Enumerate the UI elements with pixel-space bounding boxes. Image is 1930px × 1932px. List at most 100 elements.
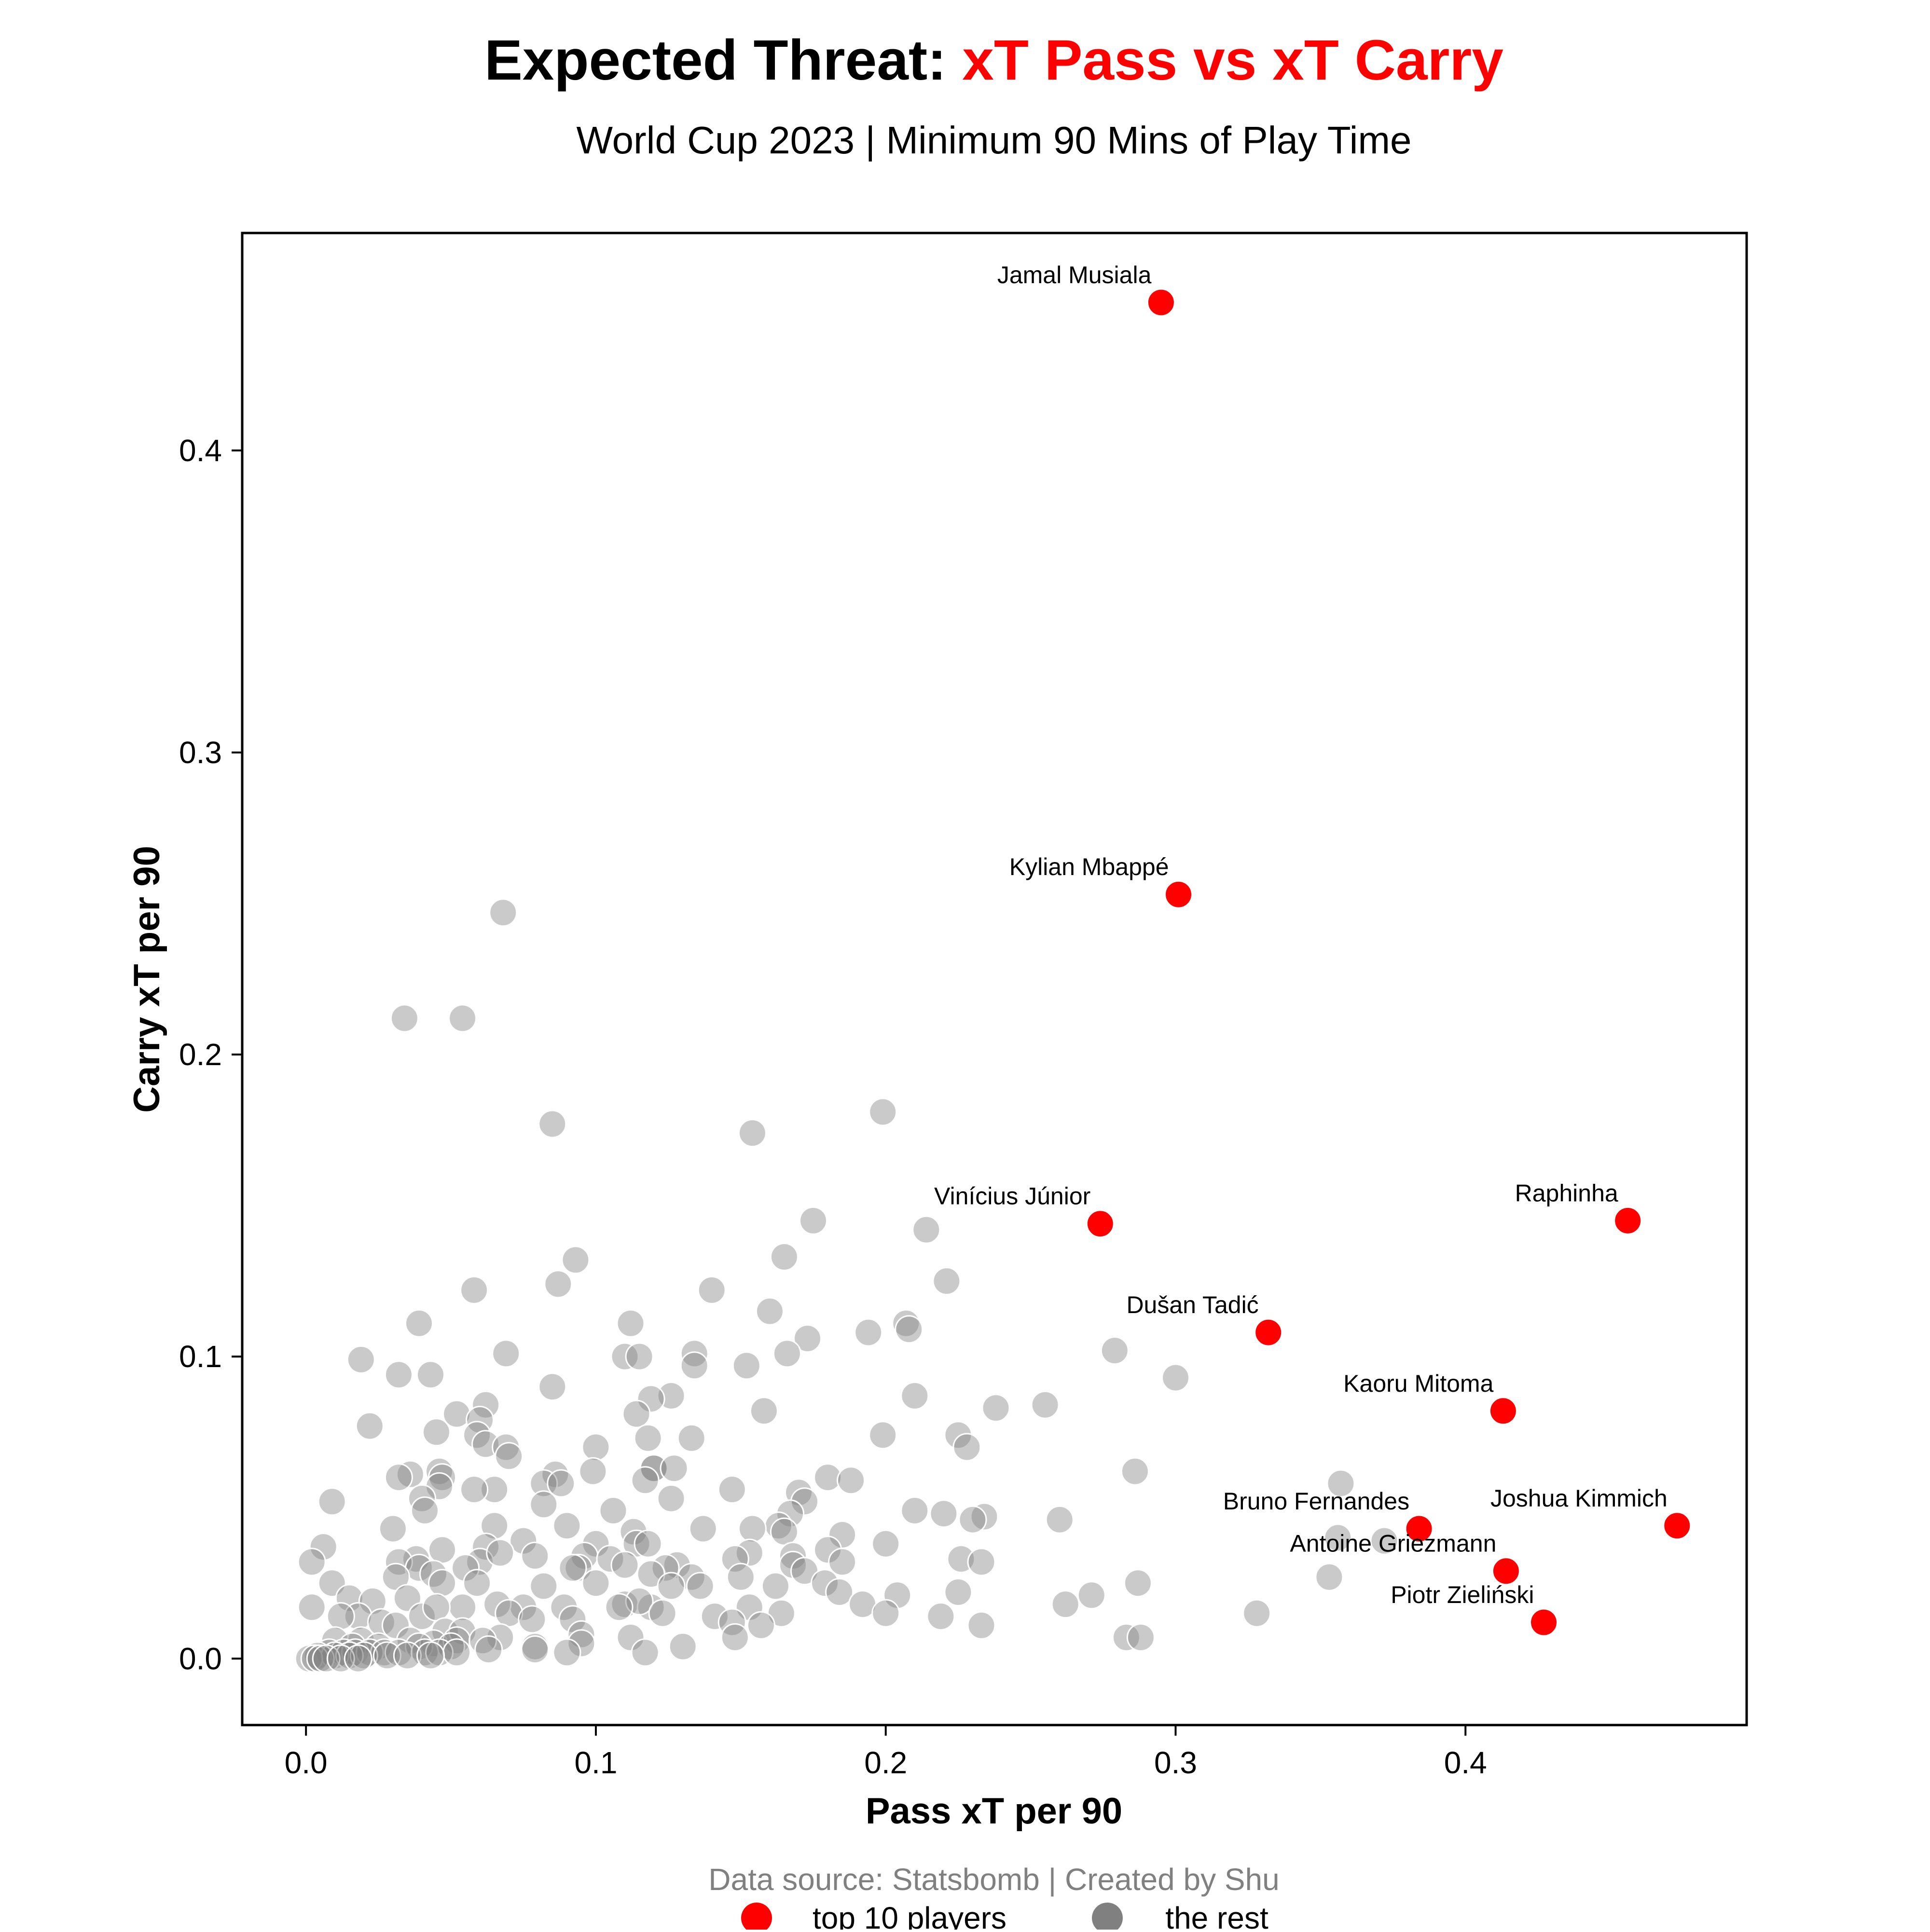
data-point-rest [579,1457,607,1486]
data-point-rest [442,1399,471,1428]
footer-credit: Data source: Statsbomb | Created by Shu [708,1862,1279,1897]
data-point-rest [868,1421,897,1450]
chart-title-prefix: Expected Threat: [484,28,962,92]
data-point-rest [480,1475,509,1504]
data-point-rest [384,1463,413,1492]
data-point-rest [581,1433,610,1462]
data-point-rest [717,1608,746,1637]
data-point-rest [749,1397,778,1425]
data-point-rest [1242,1599,1271,1628]
data-point-rest [372,1641,401,1670]
data-point-rest [610,1342,639,1371]
data-point-rest [358,1587,387,1616]
data-point-rest [474,1635,503,1664]
data-point-rest [900,1382,929,1410]
data-point-top [1086,1209,1115,1238]
data-point-rest [616,1309,645,1338]
data-point-top [1613,1206,1642,1235]
data-point-rest [813,1463,842,1492]
data-point-top [1663,1511,1692,1540]
data-point-rest [378,1514,407,1543]
y-axis-ticks: 0.0 0.1 0.2 0.3 0.4 [179,433,242,1676]
chart-title-highlight: xT Pass vs xT Carry [962,28,1503,92]
data-point-rest [770,1517,799,1546]
data-point-rest [355,1411,384,1440]
data-point-rest [326,1644,355,1673]
data-point-rest [552,1638,581,1667]
y-tick-label: 0.1 [179,1339,222,1374]
data-point-rest [529,1572,558,1601]
top-points-layer [1086,288,1692,1637]
data-point-rest [460,1475,489,1504]
data-point-rest [720,1545,749,1574]
data-point-rest [900,1496,929,1525]
data-point-rest [1323,1523,1352,1552]
chart-title: Expected Threat: xT Pass vs xT Carry [484,28,1503,92]
data-point-rest [489,898,518,927]
data-point-rest [677,1424,706,1452]
data-point-rest [662,1550,691,1579]
data-point-rest [1112,1623,1141,1652]
data-point-rest [1031,1390,1060,1419]
data-point-top [1146,288,1175,317]
data-point-rest [738,1514,767,1543]
data-point-rest [448,1004,477,1033]
data-point-rest [772,1339,801,1368]
data-point-rest [544,1270,573,1299]
data-point-rest [746,1611,775,1640]
data-point-rest [346,1345,375,1374]
data-point-rest [599,1496,628,1525]
data-point-rest [952,1433,981,1462]
legend-marker-top [741,1903,772,1932]
data-point-rest [631,1466,660,1495]
data-point-rest [929,1499,958,1528]
data-point-rest [486,1538,515,1567]
data-point-rest [411,1496,439,1525]
point-label: Dušan Tadić [1126,1291,1258,1318]
data-point-rest [471,1390,500,1419]
data-point-rest [770,1243,799,1271]
point-label: Kylian Mbappé [1009,853,1169,880]
data-point-rest [1077,1581,1106,1610]
data-point-rest [793,1324,822,1353]
data-point-rest [854,1318,883,1347]
data-point-rest [529,1490,558,1519]
point-label: Kaoru Mitoma [1343,1370,1493,1397]
data-point-rest [636,1384,665,1413]
data-point-rest [660,1454,689,1483]
data-point-rest [958,1505,987,1534]
data-point-rest [294,1644,323,1673]
data-point-rest [871,1529,900,1558]
data-point-rest [1045,1505,1074,1534]
x-tick-label: 0.2 [864,1745,907,1780]
data-point-rest [895,1315,924,1344]
data-point-rest [634,1424,662,1452]
data-point-rest [326,1602,355,1631]
data-point-rest [1126,1623,1155,1652]
data-point-rest [732,1351,761,1380]
data-point-rest [668,1632,697,1661]
data-point-rest [419,1560,448,1589]
data-point-rest [561,1246,590,1274]
data-point-rest [448,1593,477,1622]
data-point-rest [657,1572,686,1601]
data-point-rest [428,1535,456,1564]
data-point-rest [335,1584,364,1613]
data-point-rest [1100,1336,1129,1365]
data-point-rest [558,1553,587,1582]
data-point-rest [495,1442,524,1471]
data-point-rest [619,1517,648,1546]
data-point-rest [625,1342,654,1371]
data-point-rest [761,1572,790,1601]
data-point-rest [312,1644,341,1673]
data-point-rest [416,1360,445,1389]
data-point-rest [367,1608,396,1637]
data-point-rest [529,1469,558,1498]
data-point-rest [700,1602,729,1631]
data-point-rest [776,1499,804,1528]
data-point-rest [686,1572,715,1601]
data-point-rest [344,1644,372,1673]
data-point-rest [1315,1562,1344,1591]
